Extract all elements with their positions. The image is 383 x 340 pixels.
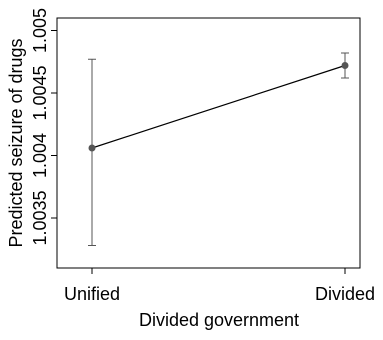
- series: [88, 62, 349, 152]
- x-tick-label: Divided: [315, 284, 375, 304]
- point-unified: [88, 144, 96, 152]
- point-divided: [341, 62, 349, 69]
- y-tick-label: 1.0045: [30, 65, 50, 120]
- series-line: [91, 64, 346, 149]
- y-tick-label: 1.0035: [30, 190, 50, 245]
- y-tick-label: 1.005: [30, 8, 50, 53]
- y-tick-label: 1.004: [30, 133, 50, 178]
- x-axis: Unified Divided: [64, 268, 375, 304]
- x-axis-label: Divided government: [139, 310, 299, 330]
- y-axis: 1.0035 1.004 1.0045 1.005: [30, 8, 57, 246]
- y-axis-label: Predicted seizure of drugs: [6, 38, 26, 247]
- error-bars: [88, 52, 349, 246]
- x-tick-label: Unified: [64, 284, 120, 304]
- plot-frame: [56, 17, 361, 269]
